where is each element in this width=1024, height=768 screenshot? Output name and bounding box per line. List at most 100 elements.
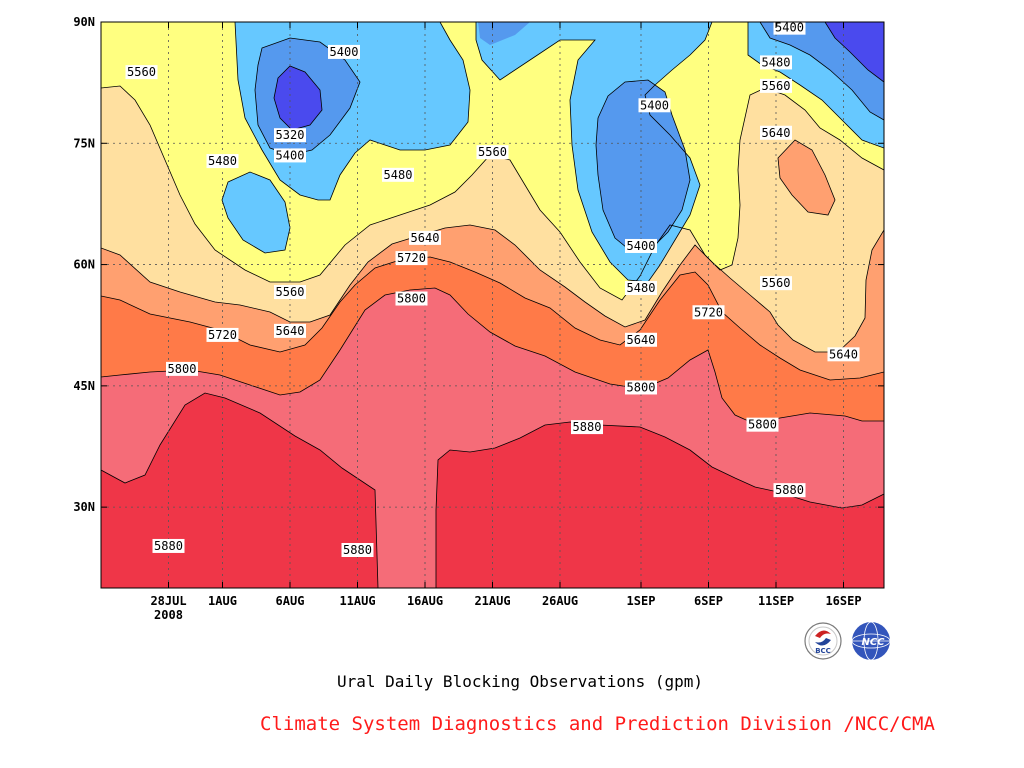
contour-label: 5640	[827, 347, 860, 362]
ncc-logo: NCC	[851, 621, 891, 661]
contour-label-text: 5400	[640, 98, 669, 112]
contour-label-text: 5560	[762, 79, 791, 93]
svg-text:NCC: NCC	[861, 637, 885, 648]
contour-label-text: 5800	[397, 292, 426, 306]
y-tick-label: 60N	[73, 258, 95, 272]
contour-label-text: 5560	[127, 65, 156, 79]
contour-label-bg	[773, 483, 806, 498]
logo-group: BCC NCC	[804, 621, 891, 661]
band-5400	[478, 22, 530, 45]
contour-label-bg	[409, 230, 441, 245]
contour-label-text: 5640	[276, 324, 305, 338]
contour-label-bg	[328, 44, 360, 59]
contour-label-bg	[125, 65, 158, 80]
credit-line: Climate System Diagnostics and Predictio…	[260, 713, 935, 735]
contour-label-bg	[274, 323, 306, 338]
band-5480	[222, 172, 290, 253]
contour-label-bg	[638, 98, 671, 113]
contour-label: 5400	[638, 98, 671, 113]
contour-label: 5480	[625, 281, 657, 296]
band-5400	[596, 80, 690, 252]
contour-label-bg	[274, 148, 306, 163]
axis-tick-labels: 28JUL 1AUG 6AUG 11AUG 16AUG 21AUG 26AUG 1SEP 6SE…	[73, 15, 861, 622]
contour-label-bg	[395, 251, 428, 266]
contour-label: 5560	[760, 78, 792, 93]
contour-label-text: 5400	[276, 148, 305, 162]
contour-label-bg	[395, 291, 428, 306]
x-tick-label: 16SEP	[825, 594, 861, 608]
contour-label-text: 5800	[627, 380, 656, 394]
contour-label: 5880	[341, 542, 374, 557]
contour-label-bg	[341, 542, 374, 557]
contour-label: 5480	[382, 167, 414, 182]
contour-label-bg	[773, 22, 806, 35]
contour-label-text: 5720	[694, 305, 723, 319]
contour-label: 5400	[625, 238, 657, 253]
contour-label-bg	[206, 327, 239, 342]
contour-label-bg	[382, 167, 414, 182]
contour-label: 5480	[760, 55, 792, 70]
bcc-logo: BCC	[804, 622, 842, 660]
contour-label-text: 5480	[762, 55, 791, 69]
contour-label-bg	[625, 281, 657, 296]
contour-label-text: 5800	[748, 418, 777, 432]
contour-label-bg	[760, 276, 792, 291]
contour-label-bg	[827, 347, 860, 362]
band-5720	[778, 140, 835, 215]
x-tick-label: 6SEP	[694, 594, 723, 608]
contour-label-text: 5640	[411, 231, 440, 245]
contour-label: 5560	[760, 276, 792, 291]
contour-label-bg	[274, 285, 306, 300]
x-tick-label: 11AUG	[339, 594, 375, 608]
band-5320	[274, 66, 322, 130]
contour-label-bg	[206, 154, 239, 169]
contour-label-bg	[692, 305, 725, 320]
band-5320	[825, 22, 884, 82]
contour-label-text: 5560	[478, 145, 507, 159]
contour-label: 5560	[476, 145, 509, 160]
contour-label: 5400	[773, 22, 806, 35]
y-tick-label: 75N	[73, 136, 95, 150]
contour-label: 5400	[328, 44, 360, 59]
contour-label-text: 5480	[208, 154, 237, 168]
contour-label: 5800	[395, 291, 428, 306]
contour-label: 5800	[166, 361, 198, 376]
contour-label: 5640	[409, 230, 441, 245]
x-tick-label: 11SEP	[758, 594, 794, 608]
contour-label-bg	[760, 125, 792, 140]
contour-label-bg	[571, 420, 603, 435]
y-tick-label: 90N	[73, 15, 95, 29]
contour-label: 5560	[274, 285, 306, 300]
contour-label-text: 5880	[775, 483, 804, 497]
contour-label-bg	[625, 238, 657, 253]
contour-label-bg	[152, 538, 185, 553]
contour-label-text: 5400	[330, 45, 359, 59]
contour-label-bg	[476, 145, 509, 160]
contour-label-text: 5880	[343, 543, 372, 557]
contour-label-text: 5640	[762, 126, 791, 140]
x-tick-label: 1SEP	[627, 594, 656, 608]
contour-label-text: 5640	[829, 347, 858, 361]
contour-label: 5560	[125, 65, 158, 80]
y-tick-label: 30N	[73, 500, 95, 514]
contour-label-text: 5320	[276, 128, 305, 142]
contour-label-bg	[760, 55, 792, 70]
contour-label: 5640	[274, 323, 306, 338]
x-tick-label: 26AUG	[542, 594, 578, 608]
contour-label-bg	[625, 332, 657, 347]
contour-label: 5720	[692, 305, 725, 320]
contour-label-text: 5880	[573, 420, 602, 434]
contour-label-text: 5560	[762, 276, 791, 290]
contour-label-bg	[274, 128, 306, 143]
contour-label: 5480	[206, 154, 239, 169]
contour-label: 5720	[206, 327, 239, 342]
contour-label-bg	[746, 417, 779, 432]
contour-label: 5880	[152, 538, 185, 553]
contour-label: 5320	[274, 128, 306, 143]
contour-label: 5880	[571, 420, 603, 435]
contour-label-text: 5720	[397, 251, 426, 265]
grid-lines	[101, 22, 884, 588]
x-tick-label: 28JUL	[150, 594, 186, 608]
